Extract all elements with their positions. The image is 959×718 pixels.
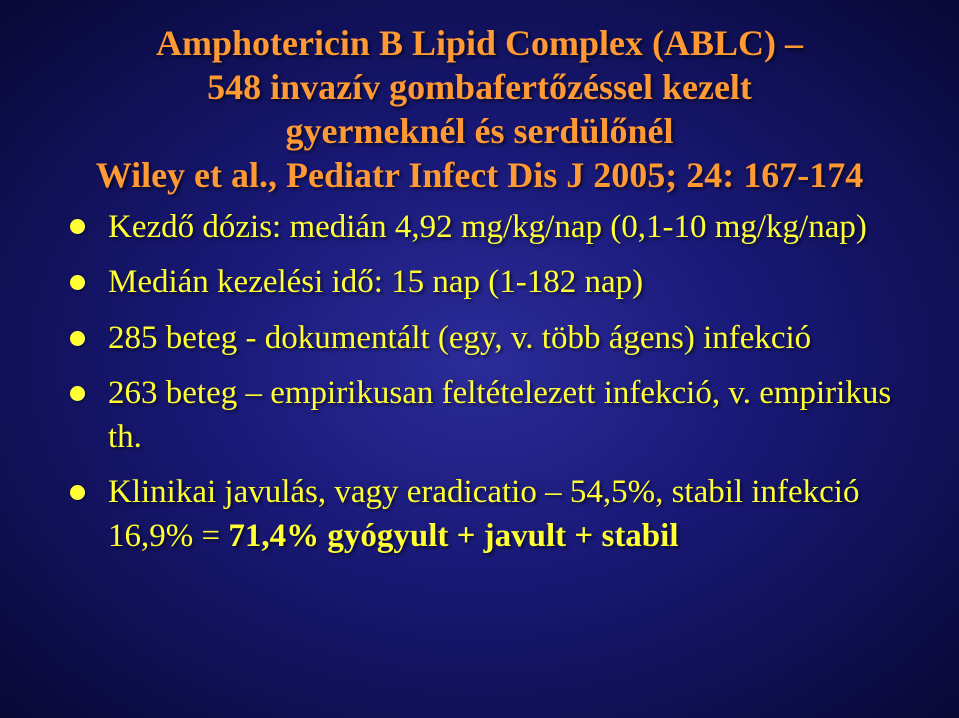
list-item: 285 beteg - dokumentált (egy, v. több ág… (70, 317, 899, 361)
slide: Amphotericin B Lipid Complex (ABLC) – 54… (0, 0, 959, 718)
list-item: Kezdő dózis: medián 4,92 mg/kg/nap (0,1-… (70, 206, 899, 250)
title-line-3: gyermeknél és serdülőnél (286, 111, 674, 151)
bullet-list: Kezdő dózis: medián 4,92 mg/kg/nap (0,1-… (70, 206, 899, 559)
title-reference: Wiley et al., Pediatr Infect Dis J 2005;… (60, 154, 899, 198)
slide-title: Amphotericin B Lipid Complex (ABLC) – 54… (60, 22, 899, 198)
list-item: 263 beteg – empirikusan feltételezett in… (70, 372, 899, 459)
title-line-1: Amphotericin B Lipid Complex (ABLC) – (156, 23, 803, 63)
bullet5-bold: 71,4% gyógyult + javult + stabil (228, 518, 678, 554)
list-item: Medián kezelési idő: 15 nap (1-182 nap) (70, 261, 899, 305)
title-line-2: 548 invazív gombafertőzéssel kezelt (207, 67, 752, 107)
list-item: Klinikai javulás, vagy eradicatio – 54,5… (70, 471, 899, 558)
